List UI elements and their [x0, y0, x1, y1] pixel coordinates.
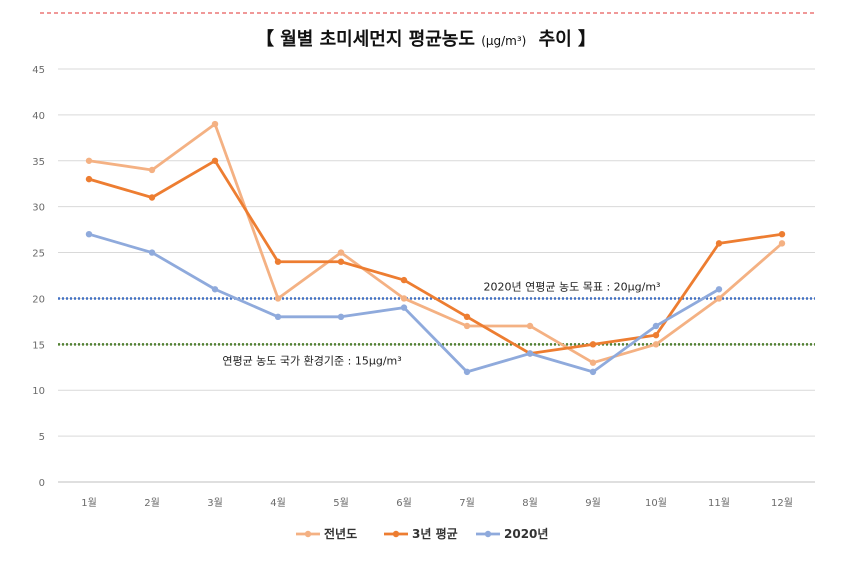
legend-label: 2020년 [504, 527, 548, 541]
data-point [211, 120, 219, 128]
data-point [652, 341, 660, 348]
data-point [337, 249, 345, 256]
x-tick-label: 11월 [708, 497, 730, 509]
series-3 [85, 231, 723, 376]
data-point [463, 322, 471, 330]
y-tick-label: 45 [32, 65, 45, 76]
reference-line-label: 연평균 농도 국가 환경기준 : 15μg/m³ [222, 354, 401, 367]
x-tick-label: 8월 [522, 497, 538, 509]
data-point [148, 194, 156, 201]
data-point [211, 157, 219, 164]
data-point [400, 276, 408, 284]
title-unit: (μg/m³) [481, 34, 526, 48]
data-point [463, 313, 471, 320]
y-tick-label: 35 [32, 157, 45, 168]
legend-swatch-marker [484, 530, 492, 538]
title-main: 【 월별 초미세먼지 평균농도 [256, 29, 475, 50]
y-tick-label: 0 [39, 478, 45, 489]
data-point [337, 313, 345, 320]
legend-swatch-marker [304, 530, 312, 538]
data-point [211, 286, 219, 293]
data-point [274, 313, 282, 320]
y-tick-label: 40 [32, 111, 45, 122]
data-point [526, 322, 534, 330]
x-tick-label: 4월 [270, 497, 286, 509]
legend-label: 전년도 [324, 526, 357, 541]
legend-swatch-marker [392, 530, 400, 538]
series-line [88, 159, 783, 355]
x-tick-label: 6월 [396, 497, 412, 509]
data-point [526, 350, 534, 357]
y-tick-label: 15 [32, 340, 45, 351]
series-1 [85, 120, 786, 366]
data-point [85, 231, 93, 238]
data-point [715, 295, 723, 302]
data-point [274, 258, 282, 265]
data-point [463, 368, 471, 376]
data-point [148, 249, 156, 256]
y-tick-label: 5 [39, 432, 45, 443]
y-axis-ticks: 0 5 10 15 20 25 30 35 40 45 [32, 65, 45, 489]
reference-lines: 2020년 연평균 농도 목표 : 20μg/m³ 연평균 농도 국가 환경기준 … [58, 280, 815, 367]
x-tick-label: 1월 [81, 497, 97, 509]
x-tick-label: 3월 [207, 497, 223, 509]
data-point [85, 157, 93, 164]
data-point [337, 258, 345, 265]
y-tick-label: 10 [32, 386, 45, 397]
data-point [400, 304, 408, 311]
series-line [88, 122, 783, 365]
data-point [148, 166, 156, 174]
data-point [274, 295, 282, 302]
data-point [589, 368, 597, 376]
chart-title: 【 월별 초미세먼지 평균농도 (μg/m³) 추이 】 [256, 29, 596, 50]
data-point [589, 359, 597, 366]
x-tick-label: 7월 [459, 497, 475, 509]
data-point [778, 240, 786, 247]
data-point [652, 331, 660, 339]
data-point [652, 322, 660, 330]
gridlines [58, 68, 815, 483]
x-tick-label: 9월 [585, 497, 601, 509]
x-tick-label: 10월 [645, 497, 667, 509]
data-point [715, 286, 723, 293]
reference-line-label: 2020년 연평균 농도 목표 : 20μg/m³ [484, 280, 661, 293]
legend: 전년도 3년 평균 2020년 [296, 526, 548, 541]
legend-label: 3년 평균 [412, 527, 458, 541]
series-line [88, 232, 720, 374]
data-point [589, 341, 597, 348]
x-tick-label: 5월 [333, 497, 349, 509]
x-tick-label: 12월 [771, 497, 793, 509]
title-tail: 추이 】 [539, 29, 596, 50]
data-point [778, 231, 786, 238]
data-point [715, 240, 723, 247]
y-tick-label: 30 [32, 203, 45, 214]
series-lines [85, 120, 786, 376]
y-tick-label: 25 [32, 249, 45, 260]
y-tick-label: 20 [32, 294, 45, 305]
data-point [85, 175, 93, 183]
x-axis-ticks: 1월 2월 3월 4월 5월 6월 7월 8월 9월 10월 11월 12월 [81, 497, 793, 509]
x-tick-label: 2월 [144, 497, 160, 509]
data-point [400, 295, 408, 302]
